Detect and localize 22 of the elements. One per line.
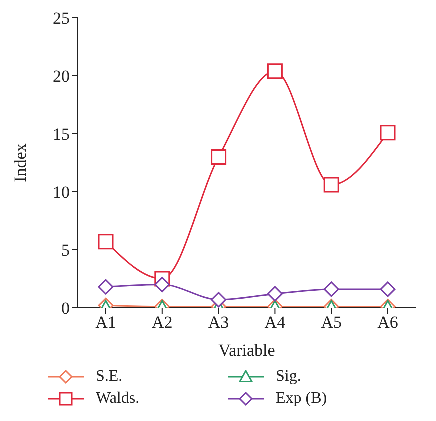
point	[211, 149, 227, 165]
y-tick-label: 15	[53, 125, 70, 144]
x-axis-title: Variable	[218, 341, 276, 360]
legend-label: Walds.	[96, 390, 140, 408]
legend-label: S.E.	[96, 368, 123, 386]
point	[267, 64, 283, 80]
y-axis-title: Index	[11, 143, 30, 182]
x-tick-label: A5	[321, 313, 342, 332]
y-tick-label: 5	[62, 241, 70, 260]
y-tick-label: 20	[53, 67, 70, 86]
x-tick-label: A4	[264, 313, 286, 332]
x-tick-label: A6	[378, 313, 398, 332]
legend-label: Exp (B)	[276, 390, 328, 408]
y-tick-label: 25	[53, 9, 70, 28]
x-tick-label: A2	[152, 313, 173, 332]
x-tick-label: A3	[208, 313, 230, 332]
point	[380, 125, 396, 141]
x-tick-label: A1	[96, 313, 116, 332]
point	[324, 177, 340, 193]
y-tick-label: 0	[62, 299, 70, 318]
y-tick-label: 10	[53, 183, 70, 202]
legend-label: Sig.	[276, 368, 302, 386]
